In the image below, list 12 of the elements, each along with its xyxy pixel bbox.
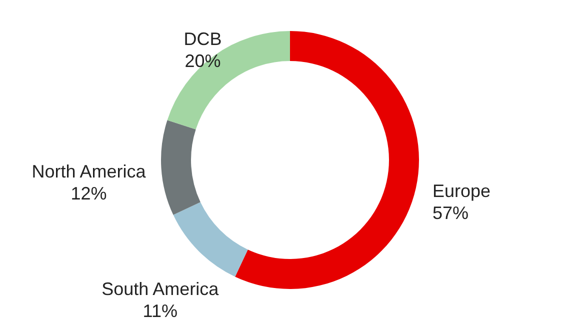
data-label: 20% (184, 50, 221, 71)
slice-label: DCB (184, 28, 222, 49)
data-label: 57% (432, 202, 469, 223)
donut-slice (161, 120, 200, 215)
donut-slice (235, 31, 419, 289)
slice-label: Europe (432, 180, 491, 201)
data-label: 12% (70, 184, 107, 204)
donut-slice (173, 202, 248, 277)
slice-label: South America (102, 278, 220, 299)
donut-slice (167, 31, 290, 130)
slice-label: North America (32, 162, 147, 182)
data-label: 11% (142, 300, 178, 320)
